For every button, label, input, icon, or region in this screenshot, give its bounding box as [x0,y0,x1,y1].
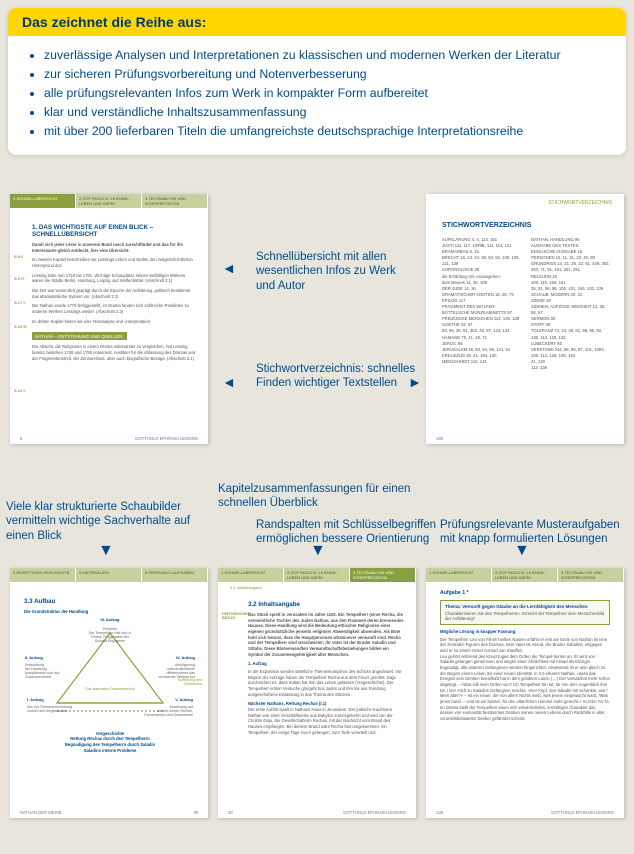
tab: 1 SCHNELLÜBERSICHT [426,568,492,582]
spread-bottom: 4 REZEPTIONS-GESCHICHTE 5 MATERIALIEN 6 … [10,568,624,818]
axis-label: Das klassische Dramendreieck [85,687,135,691]
feature-item: zuverlässige Analysen und Interpretation… [44,46,602,65]
margin-ref: S.19 ff. [14,324,27,329]
feature-item: mit über 200 lieferbaren Titeln die umfa… [44,122,602,141]
page-num: 139 [436,810,443,815]
tab: 2 GOTTHOLD E. LESSING: LEBEN UND WERK [284,568,350,582]
header-title: Das zeichnet die Reihe aus: [8,8,626,36]
tab: 1 SCHNELLÜBERSICHT [10,194,76,208]
margin-keyword: HISTORISCHER BEZUG [222,612,251,620]
page-schnelluebersicht: 1 SCHNELLÜBERSICHT 2 GOTTHOLD E. LESSING… [10,194,208,444]
desc-top: Peripetie Der Tempelherr hält sich in Re… [85,627,135,643]
section-title: 1. DAS WICHTIGSTE AUF EINEN BLICK – SCHN… [32,224,196,238]
spread-top: 1 SCHNELLÜBERSICHT 2 GOTTHOLD E. LESSING… [10,194,624,444]
arrow-down-icon: ▼ [310,542,326,560]
feature-list: zuverlässige Analysen und Interpretation… [20,36,626,141]
task-head: Aufgabe 1 * [440,590,610,596]
index-title: STICHWORTVERZEICHNIS [426,208,624,237]
arrow-down-icon: ▼ [98,542,114,560]
desc-br: Abweisung auf wennin wirken Rechte, Form… [143,705,193,717]
arrow-left-icon: ◄ [222,374,236,390]
arrow-left-icon: ◄ [222,260,236,276]
tab: 3 TEXTANALYSE UND INTERPRETATION [142,194,208,208]
para: Im dritten Kapitel bieten wir eine Texta… [32,319,196,325]
feature-item: klar und verständliche Inhaltszusammenfa… [44,103,602,122]
page-num: 49 [193,810,198,815]
callout-kapitel: Kapitelzusammenfassungen für einen schne… [218,482,428,511]
section-title: 3.2 Inhaltsangabe [248,601,404,608]
page-num: 30 [228,810,233,815]
callout-musteraufgaben: Prüfungsrelevante Musteraufgaben mit kna… [440,518,630,547]
desc-left: Entwicklung der Handlung komplizierten s… [25,663,75,679]
running-head: STICHWORTVERZEICHNIS [426,194,624,208]
para: In der Exposition werden sämtliche Theme… [248,669,404,697]
feature-item: alle prüfungsrelevanten Infos zum Werk i… [44,84,602,103]
page-aufbau: 4 REZEPTIONS-GESCHICHTE 5 MATERIALIEN 6 … [10,568,208,818]
arrow-down-icon: ▼ [514,542,530,560]
solution-title: Mögliche Lösung in knapper Fassung: [440,629,610,635]
tab: 2 GOTTHOLD E. LESSING: LEBEN UND WERK [76,194,142,208]
callout-schnelluebersicht: Schnellübersicht mit allen wesentlichen … [256,250,416,293]
page-num: 6 [20,436,22,441]
page-num: 169 [436,436,443,441]
margin-ref: S.21 f. [14,388,26,393]
tab: 2 GOTTHOLD E. LESSING: LEBEN UND WERK [492,568,558,582]
box-prompt: Charakterisieren Sie den Tempelherren. E… [445,611,605,621]
tab: 1 SCHNELLÜBERSICHT [218,568,284,582]
tab: 6 PRÜFUNGS-AUFGABEN [142,568,208,582]
desc-bl: Alle zur Themenentzündung vorbild und vo… [27,705,77,713]
para: Im zweiten Kapitel beschreiben wir Lessi… [32,257,196,268]
page-aufgabe: 1 SCHNELLÜBERSICHT 2 GOTTHOLD E. LESSING… [426,568,624,818]
h2: 1. Aufzug [248,661,404,667]
callout-gap [214,194,420,444]
green-bar: NATHAN – ENTSTEHUNG UND QUELLEN: [32,332,127,340]
tab: 3 TEXTANALYSE UND INTERPRETATION [350,568,416,582]
callout-stichwort: Stichwortverzeichnis: schnelles Finden w… [256,362,426,391]
summary: Das Stück spielt in Jerusalem im Jahre 1… [248,612,404,657]
footer-text: GOTTHOLD EPHRAIM LESSING [343,810,406,815]
node-bl: I. Aufzug [27,697,44,702]
tab: 4 REZEPTIONS-GESCHICHTE [10,568,76,582]
desc-right: Verzögerung unkontrollmittente differenz… [145,663,195,679]
index-col: NATHAN, HANDLUNG 96 AUSGABE DES TEXTES: … [531,237,610,371]
footer-text: NATHAN DER WEISE [20,810,62,815]
sidenote: Aufteilung des Geheimnis [178,678,202,686]
para: Der erste Auftritt spielt in Nathans Hau… [248,707,404,735]
index-col: AUFKLÄRUNG 4, 6, 114, 161 JUSTI 111, 117… [442,237,521,371]
callout-schaubilder: Viele klar strukturierte Schaubilder ver… [6,500,206,543]
breadcrumb: 3.2 Inhaltsangabe [218,582,416,593]
triangle-diagram: III. Aufzug Peripetie Der Tempelherr häl… [25,619,195,729]
bottom-label: Vorgeschichte Rettung Rechas durch den T… [24,731,196,754]
footer-text: GOTTHOLD EPHRAIM LESSING [135,436,198,441]
callout-randspalten: Randspalten mit Schlüsselbegriffen ermög… [256,518,466,547]
para: Der Nathan wurde 1779 fertiggestellt; im… [32,303,196,314]
margin-ref: S.9 ff. [14,276,25,281]
task-box: Thema: Vernunft gegen Glaube an die Lern… [440,600,610,625]
tab: 3 TEXTANALYSE UND INTERPRETATION [558,568,624,582]
subtitle: Die Grundstruktur der Handlung [24,609,196,615]
feature-box: Das zeichnet die Reihe aus: zuverlässige… [8,8,626,155]
node-right: IV. Aufzug [176,655,195,660]
para: Die Absicht, die Religionen in einem Dra… [32,344,196,361]
page-stichwort: STICHWORTVERZEICHNIS STICHWORTVERZEICHNI… [426,194,624,444]
solution-body: Der Tempelherr Leu von Filnek heißen Nam… [440,637,610,722]
section-title: 3.3 Aufbau [24,598,196,605]
arrow-right-icon: ► [408,374,422,390]
node-top: III. Aufzug [101,617,120,622]
footer-text: GOTTHOLD EPHRAIM LESSING [551,810,614,815]
feature-item: zur sicheren Prüfungsvorbereitung und No… [44,65,602,84]
box-title: Thema: Vernunft gegen Glaube an die Lern… [445,604,605,609]
node-br: V. Aufzug [175,697,193,702]
margin-ref: S.17 f. [14,300,26,305]
para: Die Zeit war wesentlich geprägt durch di… [32,288,196,299]
page-inhalt: 1 SCHNELLÜBERSICHT 2 GOTTHOLD E. LESSING… [218,568,416,818]
node-left: II. Aufzug [25,655,43,660]
intro: Damit sich jeder Leser in unserem Band r… [32,242,196,253]
tab: 5 MATERIALIEN [76,568,142,582]
para: Lessing lebte von 1729 bis 1781. Wichtig… [32,273,196,284]
margin-ref: S.9 f. [14,254,24,259]
